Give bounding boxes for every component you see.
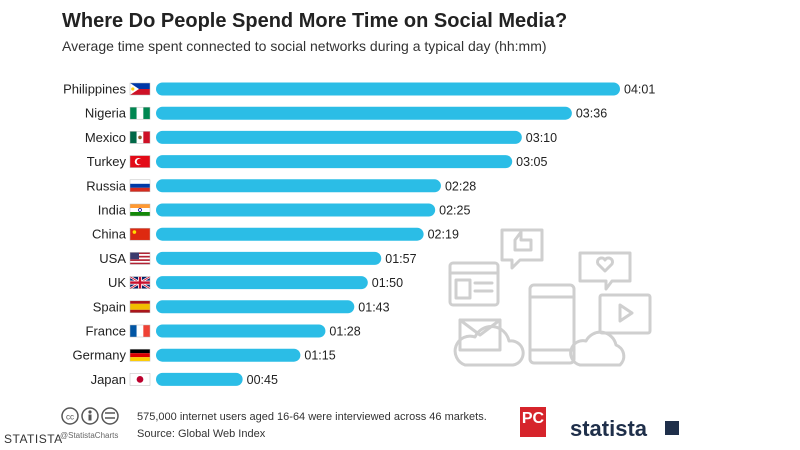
value-label-india: 02:25 bbox=[439, 204, 470, 218]
flag-mexico-icon bbox=[129, 131, 151, 144]
value-label-philippines: 04:01 bbox=[624, 83, 655, 97]
flag-russia-icon bbox=[129, 179, 151, 193]
value-label-mexico: 03:10 bbox=[526, 131, 557, 145]
bar-spain bbox=[156, 300, 355, 314]
value-label-france: 01:28 bbox=[329, 325, 360, 339]
category-label-philippines: Philippines bbox=[63, 82, 126, 97]
category-label-germany: Germany bbox=[73, 348, 127, 363]
bar-china bbox=[156, 227, 424, 241]
bar-germany bbox=[156, 348, 301, 362]
flag-philippines-icon bbox=[129, 82, 151, 96]
footer-source: Source: Global Web Index bbox=[137, 428, 266, 440]
bar-nigeria bbox=[156, 106, 572, 120]
category-label-france: France bbox=[86, 324, 126, 339]
value-label-china: 02:19 bbox=[428, 228, 459, 242]
svg-text:cc: cc bbox=[66, 413, 74, 422]
flag-india-icon bbox=[129, 203, 151, 217]
flag-uk-icon bbox=[129, 275, 151, 290]
chart-title: Where Do People Spend More Time on Socia… bbox=[62, 10, 568, 32]
pc-magazine-logo: PC bbox=[520, 407, 546, 437]
category-label-spain: Spain bbox=[93, 299, 126, 314]
value-label-russia: 02:28 bbox=[445, 179, 476, 193]
bar-mexico bbox=[156, 130, 522, 144]
category-label-turkey: Turkey bbox=[87, 154, 127, 169]
flag-spain-icon bbox=[129, 300, 151, 314]
bar-chart: Philippines 04:01 Nigeria 03:36 Mexico 03:10 T… bbox=[63, 82, 655, 387]
flag-china-icon bbox=[129, 227, 151, 241]
value-label-uk: 01:50 bbox=[372, 276, 403, 290]
category-label-uk: UK bbox=[108, 275, 126, 290]
statista-logo: statista bbox=[570, 416, 648, 441]
category-label-usa: USA bbox=[99, 251, 126, 266]
flag-japan-icon bbox=[129, 373, 151, 386]
flag-nigeria-icon bbox=[129, 106, 151, 120]
bar-philippines bbox=[156, 82, 620, 96]
bar-uk bbox=[156, 276, 368, 290]
category-label-mexico: Mexico bbox=[85, 130, 126, 145]
category-label-india: India bbox=[98, 203, 127, 218]
value-label-japan: 00:45 bbox=[247, 373, 278, 387]
bar-japan bbox=[156, 372, 243, 386]
category-label-japan: Japan bbox=[91, 372, 126, 387]
flag-germany-icon bbox=[129, 348, 151, 362]
value-label-germany: 01:15 bbox=[304, 349, 335, 363]
value-label-nigeria: 03:36 bbox=[576, 107, 607, 121]
bar-india bbox=[156, 203, 436, 217]
flag-usa-icon bbox=[129, 252, 151, 265]
value-label-spain: 01:43 bbox=[358, 300, 389, 314]
watermark: STATISTA bbox=[4, 432, 63, 446]
category-label-nigeria: Nigeria bbox=[85, 106, 127, 121]
statista-handle: @StatistaCharts bbox=[60, 431, 119, 440]
statista-mark-icon bbox=[665, 421, 679, 435]
category-label-china: China bbox=[92, 227, 127, 242]
social-media-illustration-icon bbox=[448, 228, 652, 367]
bar-russia bbox=[156, 179, 441, 193]
bar-usa bbox=[156, 251, 382, 265]
creative-commons-icon: cc bbox=[61, 407, 119, 425]
flag-france-icon bbox=[129, 324, 151, 338]
chart-subtitle: Average time spent connected to social n… bbox=[62, 38, 547, 54]
category-label-russia: Russia bbox=[86, 178, 127, 193]
bar-turkey bbox=[156, 155, 513, 169]
value-label-usa: 01:57 bbox=[385, 252, 416, 266]
flag-turkey-icon bbox=[129, 155, 151, 168]
footer-note: 575,000 internet users aged 16-64 were i… bbox=[137, 411, 487, 423]
bar-france bbox=[156, 324, 326, 338]
value-label-turkey: 03:05 bbox=[516, 155, 547, 169]
